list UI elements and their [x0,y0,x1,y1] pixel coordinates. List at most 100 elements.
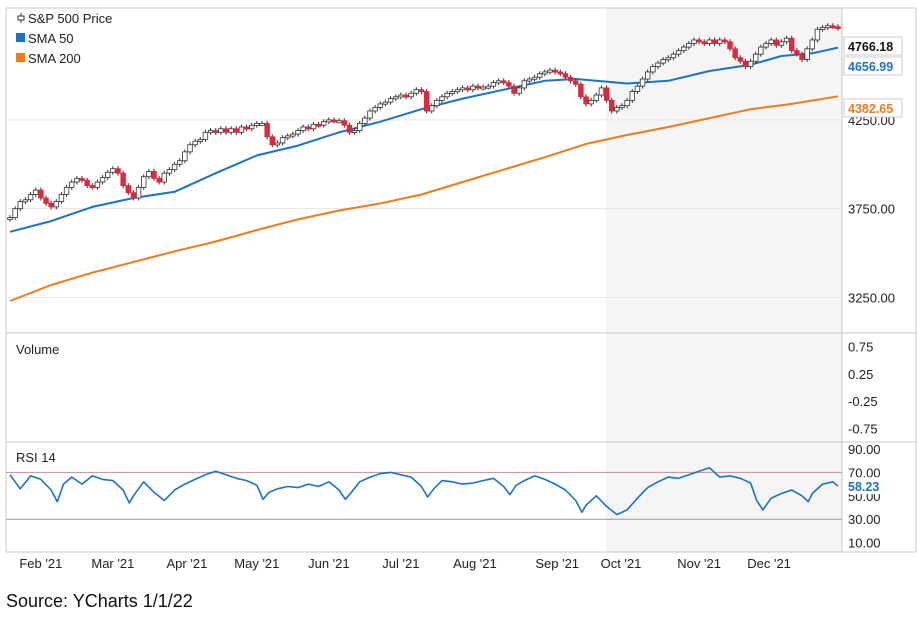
candle-body [182,151,188,162]
candle-body [321,121,327,126]
candle-body [403,94,409,98]
candle-body [151,170,157,179]
candle-body [614,107,620,112]
candle-body [573,80,579,85]
candle-body [105,171,111,179]
source-caption: Source: YCharts 1/1/22 [6,591,193,611]
candle-body [531,76,538,80]
candle-body [701,41,707,45]
candle-body [603,87,610,101]
candle-body [593,94,599,101]
candle-body [598,87,605,96]
candle-body [696,39,702,43]
candle-body [835,26,841,30]
x-tick-label: Jun '21 [308,556,350,571]
candle-body [377,103,383,108]
candle-body [506,82,512,87]
candle-body [537,73,543,78]
sp500-last-value-bg [843,36,903,56]
sma50-last-value: 4656.99 [848,60,893,74]
rsi-panel-bg-shade [606,442,842,552]
candle-body [526,78,533,82]
sma200-last-value: 4382.65 [848,102,893,116]
candle-body [120,172,126,186]
rsi-panel-title: RSI 14 [16,450,56,465]
candle-body [274,142,281,146]
candle-body [192,140,198,146]
candle-body [681,46,687,52]
candle-body [459,87,466,91]
candle-body [130,192,137,199]
candle-body [207,130,214,133]
volume-tick-label: 0.25 [848,367,873,382]
candle-body [22,199,29,203]
legend-sma200-swatch [16,53,25,62]
candle-body [341,120,347,126]
candle-body [331,119,337,123]
x-tick-label: Feb '21 [19,556,62,571]
candle-body [634,85,641,92]
candle-body [218,128,224,133]
candle-body [27,194,34,201]
candle-body [223,128,229,133]
x-tick-label: Sep '21 [535,556,579,571]
candle-body [799,53,805,60]
candle-body [393,96,399,100]
candle-body [650,66,656,73]
candle-body [53,201,59,208]
candle-body [285,135,291,139]
candle-body [809,39,815,50]
candle-body [742,60,749,68]
candle-body [686,43,692,48]
candle-body [691,39,697,44]
rsi-last-value: 58.23 [848,480,879,494]
rsi-line [9,466,839,516]
candle-body [645,71,651,80]
candle-body [578,83,584,98]
x-tick-label: Mar '21 [91,556,134,571]
candle-body [367,110,373,119]
candle-body [439,96,445,101]
candle-body [156,178,162,183]
candle-body [480,86,486,90]
candle-body [516,87,522,94]
candle-body [254,123,260,126]
candle-body [732,48,738,59]
candle-body [243,126,250,130]
candle-body [567,76,574,82]
legend-sma50-swatch [16,33,25,42]
candle-body [48,202,54,208]
candle-body [619,105,625,109]
candle-body [609,99,615,112]
sma200-last-value-bg [843,98,903,118]
candle-body [233,128,239,133]
candle-body [665,57,671,61]
candle-body [63,186,70,195]
candle-body [315,123,322,127]
candle-body [511,85,517,94]
candle-body [501,80,507,84]
candle-body [490,82,497,87]
candle-body [495,80,502,84]
candle-body [74,178,80,183]
sp500-last-value: 4766.18 [848,40,893,54]
candle-body [264,123,270,138]
candle-body [794,50,800,55]
candle-body [547,69,553,73]
candle-body [449,91,455,94]
candle-body [737,57,743,62]
candle-body [269,136,275,146]
candle-body [94,181,101,188]
sma-50-line [9,46,839,233]
legend-sp500-label: S&P 500 Price [28,11,112,26]
candle-body [17,201,23,210]
candle-body [202,131,209,140]
candle-body [747,60,754,68]
legend-sma50-label: SMA 50 [28,31,74,46]
candle-body [249,124,255,130]
volume-tick-label: -0.25 [848,394,878,409]
candle-body [557,71,563,75]
candle-body [675,50,682,55]
